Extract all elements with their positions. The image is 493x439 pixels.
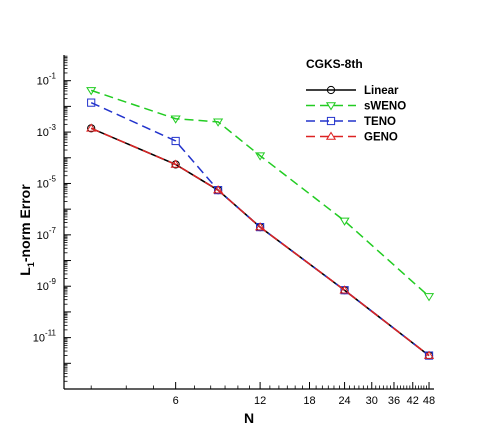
chart-axes: 10-1 10-3 10-5 10-7 10-9 10-11 6 12 18 24 30 36 42 48… — [17, 55, 435, 426]
data-point-geno — [255, 222, 266, 231]
y-tick-label: 10-7 — [37, 226, 57, 242]
data-point-teno — [171, 136, 180, 146]
data-point-geno — [339, 285, 350, 294]
chart-marks — [86, 87, 435, 360]
y-tick-label: 10-9 — [37, 277, 57, 293]
x-axis-title: N — [244, 410, 254, 426]
legend-marker — [325, 102, 337, 111]
legend-label: TENO — [364, 116, 396, 128]
data-point-sweno — [255, 152, 266, 161]
x-tick-label: 36 — [388, 395, 400, 407]
data-point-sweno — [212, 118, 224, 127]
data-point-geno — [212, 185, 224, 194]
legend-label: sWENO — [364, 101, 406, 113]
x-tick-label: 48 — [423, 395, 435, 407]
series-sweno — [86, 87, 435, 302]
legend-item-linear: Linear — [306, 85, 399, 97]
series-line-linear — [90, 127, 430, 357]
data-point-geno — [170, 159, 181, 168]
y-tick-label: 10-11 — [33, 329, 57, 345]
chart-legend: CGKS-8th Linear sWENO TENO GENO — [306, 57, 406, 144]
y-tick-label: 10-5 — [37, 174, 57, 190]
legend-label: GENO — [364, 132, 398, 144]
data-point-sweno — [86, 87, 97, 96]
legend-marker — [325, 131, 337, 140]
data-point-sweno — [423, 293, 435, 302]
data-point-sweno — [339, 217, 350, 226]
series-line-geno — [90, 127, 430, 357]
data-point-sweno — [170, 115, 181, 124]
x-tick-label: 12 — [254, 395, 266, 407]
legend-item-sweno: sWENO — [306, 101, 406, 113]
data-point-geno — [423, 350, 435, 359]
legend-marker — [326, 85, 336, 95]
x-tick-label: 18 — [303, 395, 315, 407]
x-tick-label: 6 — [173, 395, 179, 407]
x-tick-label: 30 — [366, 395, 378, 407]
legend-label: Linear — [364, 85, 399, 97]
y-tick-label: 10-3 — [37, 123, 57, 139]
data-point-geno — [86, 123, 97, 132]
y-axis-title: L1-norm Error — [17, 184, 36, 276]
legend-item-geno: GENO — [306, 132, 398, 144]
x-tick-label: 24 — [338, 395, 350, 407]
y-tick-label: 10-1 — [37, 72, 57, 88]
x-tick-label: 42 — [407, 395, 419, 407]
legend-item-teno: TENO — [306, 116, 396, 128]
data-point-teno — [87, 98, 96, 107]
legend-title: CGKS-8th — [306, 57, 363, 71]
series-line-sweno — [90, 89, 430, 298]
series-geno — [86, 123, 435, 359]
legend-marker — [326, 116, 336, 126]
